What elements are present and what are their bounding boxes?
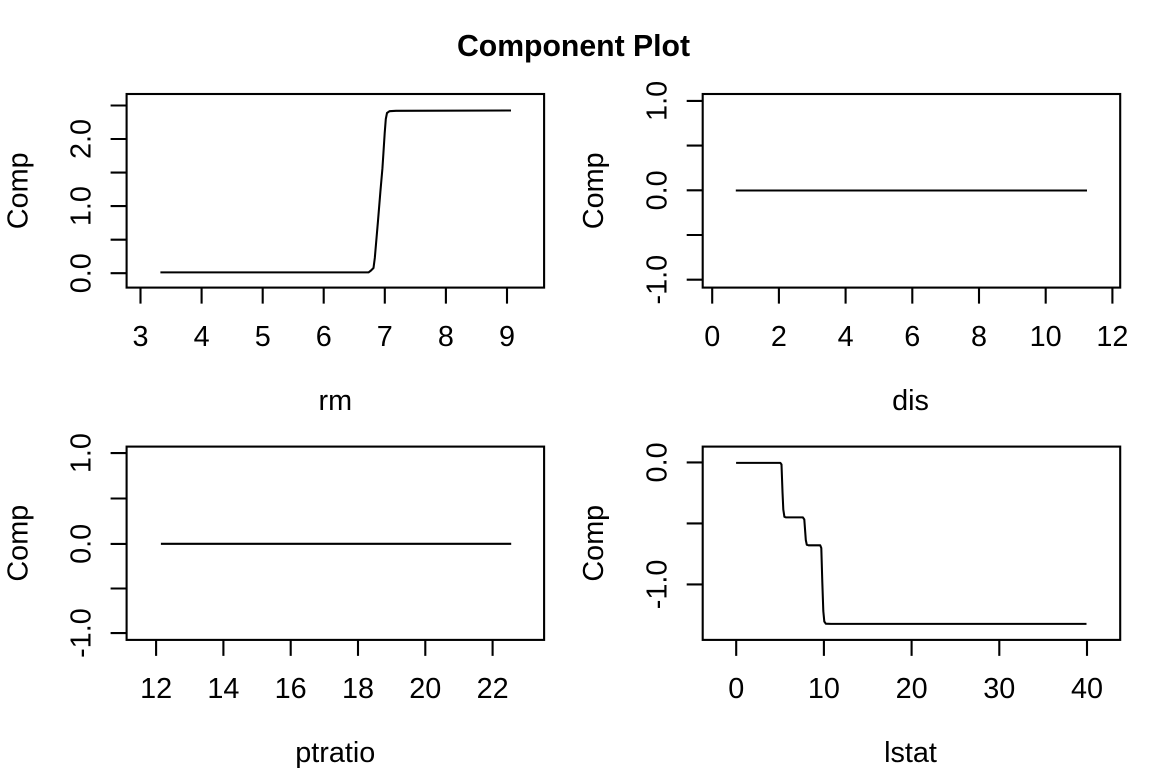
svg-text:10: 10 bbox=[808, 673, 840, 705]
svg-text:12: 12 bbox=[140, 673, 172, 705]
svg-text:14: 14 bbox=[207, 673, 239, 705]
svg-text:6: 6 bbox=[904, 321, 920, 353]
svg-text:Comp: Comp bbox=[578, 152, 610, 229]
svg-text:18: 18 bbox=[342, 673, 374, 705]
svg-text:-1.0: -1.0 bbox=[642, 560, 674, 610]
svg-text:0.0: 0.0 bbox=[642, 170, 674, 210]
svg-text:3: 3 bbox=[132, 321, 148, 353]
svg-text:5: 5 bbox=[255, 321, 271, 353]
svg-text:4: 4 bbox=[194, 321, 210, 353]
svg-text:Comp: Comp bbox=[578, 505, 610, 582]
svg-text:20: 20 bbox=[409, 673, 441, 705]
svg-text:40: 40 bbox=[1071, 673, 1103, 705]
svg-text:Comp: Comp bbox=[2, 505, 34, 582]
svg-text:4: 4 bbox=[838, 321, 854, 353]
svg-text:lstat: lstat bbox=[884, 737, 937, 768]
svg-text:0: 0 bbox=[728, 673, 744, 705]
svg-text:16: 16 bbox=[275, 673, 307, 705]
svg-text:9: 9 bbox=[499, 321, 515, 353]
svg-text:-1.0: -1.0 bbox=[642, 255, 674, 305]
svg-text:1.0: 1.0 bbox=[66, 433, 98, 473]
svg-text:Component Plot: Component Plot bbox=[457, 30, 690, 63]
svg-text:dis: dis bbox=[892, 385, 929, 417]
svg-text:0.0: 0.0 bbox=[642, 442, 674, 482]
svg-text:20: 20 bbox=[896, 673, 928, 705]
svg-text:0.0: 0.0 bbox=[66, 253, 98, 293]
svg-text:0.0: 0.0 bbox=[66, 524, 98, 564]
svg-text:8: 8 bbox=[438, 321, 454, 353]
svg-text:1.0: 1.0 bbox=[66, 186, 98, 226]
svg-text:6: 6 bbox=[316, 321, 332, 353]
svg-text:0: 0 bbox=[704, 321, 720, 353]
svg-text:12: 12 bbox=[1096, 321, 1128, 353]
svg-text:rm: rm bbox=[319, 385, 353, 417]
svg-text:22: 22 bbox=[477, 673, 509, 705]
svg-text:2: 2 bbox=[771, 321, 787, 353]
svg-text:10: 10 bbox=[1030, 321, 1062, 353]
svg-text:Comp: Comp bbox=[2, 152, 34, 229]
svg-text:1.0: 1.0 bbox=[642, 81, 674, 121]
svg-text:2.0: 2.0 bbox=[66, 119, 98, 159]
svg-text:30: 30 bbox=[983, 673, 1015, 705]
svg-text:7: 7 bbox=[377, 321, 393, 353]
svg-text:-1.0: -1.0 bbox=[66, 608, 98, 658]
svg-text:8: 8 bbox=[971, 321, 987, 353]
svg-text:ptratio: ptratio bbox=[295, 737, 375, 768]
